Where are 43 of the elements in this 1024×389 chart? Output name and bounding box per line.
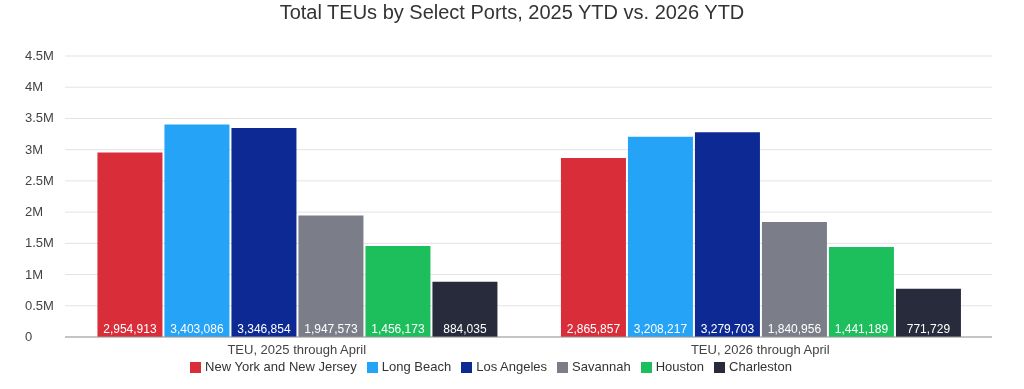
bar [761,222,827,337]
bar [828,247,894,337]
data-label: 3,208,217 [633,322,688,336]
data-label: 771,729 [906,322,951,336]
bar [694,132,760,337]
legend-label: Los Angeles [476,359,548,374]
bar [97,152,163,337]
y-tick-label: 3M [25,141,44,157]
bar [365,246,431,337]
legend-label: Charleston [729,359,792,374]
y-tick-label: 3.5M [25,110,54,126]
data-label: 3,346,854 [237,322,291,336]
bar [627,136,693,337]
data-label: 1,947,573 [304,322,358,336]
y-tick-label: 0 [25,329,33,344]
bar [231,128,297,337]
data-label: 3,403,086 [170,322,224,336]
bar [298,215,364,337]
y-tick-label: 2.5M [25,172,54,188]
legend-label: New York and New Jersey [205,359,357,374]
y-tick-label: 1.5M [25,235,54,251]
x-tick-label: TEU, 2025 through April [227,342,367,358]
bar [895,288,961,337]
y-tick-label: 1M [25,266,44,282]
y-tick-label: 0.5M [25,297,54,313]
y-tick-label: 4.5M [25,48,54,63]
legend-label: Houston [655,359,705,374]
legend-label: Long Beach [381,359,452,374]
bar [432,281,498,337]
bar [560,158,626,337]
legend-label: Savannah [572,359,631,374]
data-label: 1,840,956 [767,322,822,336]
data-label: 1,441,189 [834,322,889,336]
chart-title: Total TEUs by Select Ports, 2025 YTD vs. 2026 YTD [278,0,746,25]
data-label: 1,456,173 [371,322,425,336]
data-label: 884,035 [443,322,487,336]
data-label: 2,865,857 [566,322,621,336]
y-tick-label: 2M [25,204,44,220]
x-tick-label: TEU, 2026 through April [690,342,830,358]
y-tick-label: 4M [25,79,44,95]
data-label: 2,954,913 [103,322,157,336]
bar [164,124,230,337]
data-label: 3,279,703 [700,322,755,336]
